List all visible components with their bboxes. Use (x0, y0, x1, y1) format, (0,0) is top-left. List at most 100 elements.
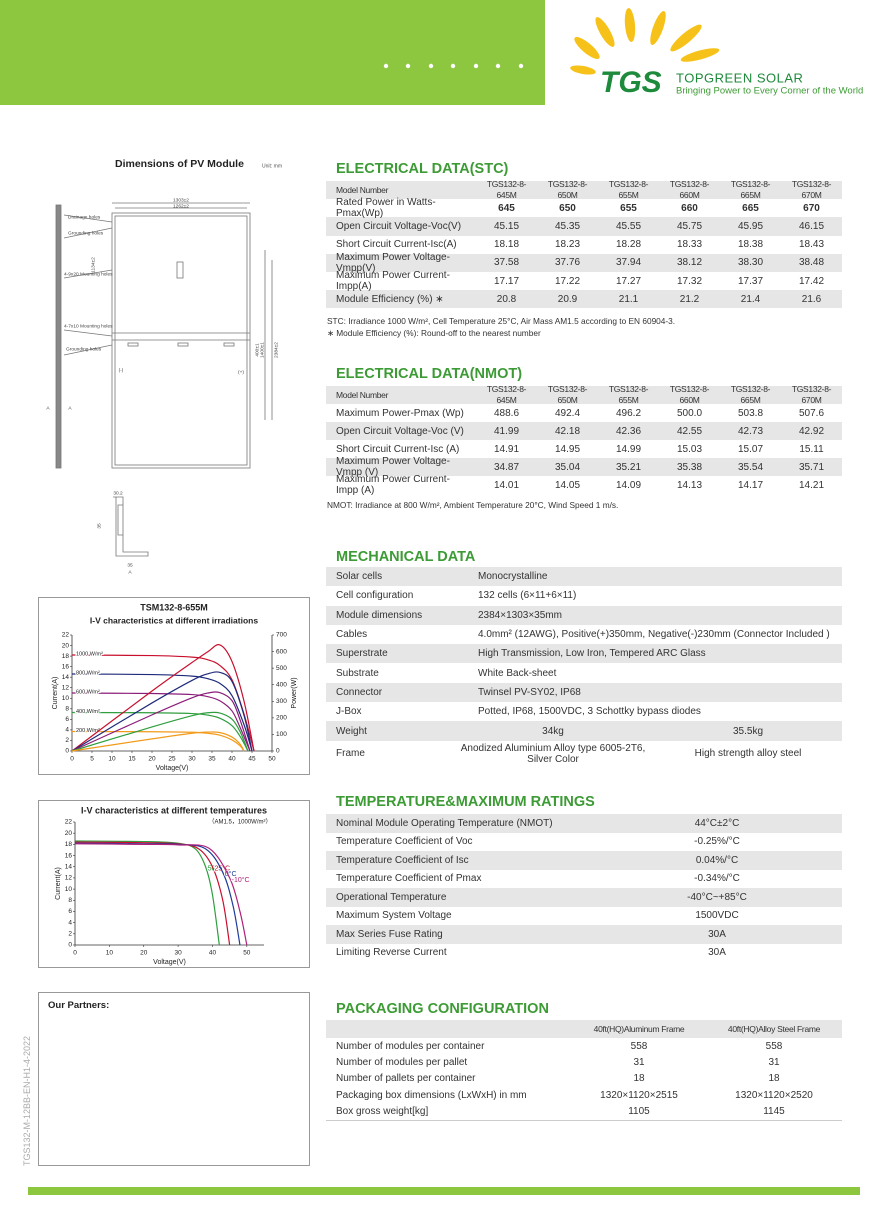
dim-label: 1134±2 (90, 257, 96, 273)
table-row: Module dimensions 2384×1303×35mm (326, 605, 842, 625)
table-cell: 35.54 (737, 461, 764, 473)
table-cell: 31 (768, 1057, 780, 1069)
table-cell: 14.17 (737, 479, 764, 491)
dim-label: 400±1 (254, 343, 260, 357)
table-cell: TGS132-8-650M (547, 179, 588, 201)
table-cell: Weight (336, 725, 367, 737)
table-cell: 37.76 (554, 257, 581, 269)
mechanical-table: Solar cells Monocrystalline Cell configura… (326, 567, 842, 767)
table-cell: Model Number (336, 389, 389, 400)
table-cell: Operational Temperature (336, 891, 447, 903)
table-row: Open Circuit Voltage-Voc (V) 41.99 42.18 42… (326, 422, 842, 440)
dim-label: A (46, 405, 50, 411)
table-cell: Maximum Power Current-Impp (A) (336, 474, 450, 496)
table-cell: 645 (498, 202, 515, 214)
table-cell: 34kg (542, 725, 564, 737)
table-cell: 1500VDC (695, 910, 739, 922)
section-title: ELECTRICAL DATA(NMOT) (336, 366, 523, 382)
dim-label: 35 (96, 523, 102, 529)
table-cell: TGS132-8-670M (791, 384, 832, 405)
packaging-table: 40ft(HQ)Aluminum Frame 40ft(HQ)Alloy Stee… (326, 1020, 842, 1121)
table-cell: TGS132-8-650M (547, 384, 588, 405)
table-cell: TGS132-8-670M (791, 179, 832, 201)
table-row: Number of pallets per container 18 18 (326, 1071, 842, 1087)
table-cell: 0.04%/°C (695, 854, 739, 866)
table-cell: Temperature Coefficient of Pmax (336, 873, 482, 885)
table-cell: 38.48 (798, 257, 825, 269)
dim-label: (+) (238, 369, 244, 375)
table-row: Temperature Coefficient of Voc -0.25%/°C (326, 833, 842, 852)
temperature-chart-box (38, 800, 310, 968)
table-row: Maximum Power Voltage-Vmpp(V) 37.58 37.76 3… (326, 252, 842, 274)
table-cell: Open Circuit Voltage-Voc(V) (336, 220, 462, 232)
note: ∗ Module Efficiency (%): Round-off to th… (327, 328, 541, 338)
table-cell: 17.37 (737, 275, 764, 287)
table-row: Temperature Coefficient of Pmax -0.34%/°C (326, 870, 842, 889)
irradiance-chart-box (38, 597, 310, 775)
table-cell: 14.05 (554, 479, 581, 491)
dim-label: 4-9x20 Mounting holes (64, 271, 113, 277)
table-cell: Box gross weight[kg] (336, 1106, 429, 1118)
table-cell: 496.2 (615, 407, 642, 419)
table-cell: 35.04 (554, 461, 581, 473)
table-cell: TGS132-8-665M (730, 179, 771, 201)
table-row: Maximum Power Voltage-Vmpp (V) 34.87 35.04… (326, 456, 842, 478)
table-cell: 17.17 (493, 275, 520, 287)
table-header: Model Number TGS132-8-645M TGS132-8-650M TG… (326, 384, 842, 405)
dim-label: A (68, 405, 72, 411)
table-row: Maximum System Voltage 1500VDC (326, 907, 842, 926)
table-cell: 18 (633, 1073, 645, 1085)
table-row: Box gross weight[kg] 1105 1145 (326, 1104, 842, 1120)
table-cell: Substrate (336, 667, 379, 679)
table-cell: 30A (708, 928, 726, 940)
table-row: Open Circuit Voltage-Voc(V) 45.15 45.35 45.… (326, 217, 842, 236)
table-cell: 42.36 (615, 425, 642, 437)
table-cell: Temperature Coefficient of Voc (336, 836, 473, 848)
table-cell: Solar cells (336, 571, 383, 583)
table-cell: -40°C~+85°C (687, 891, 747, 903)
table-cell: 14.01 (493, 479, 520, 491)
table-cell: 15.03 (676, 443, 703, 455)
table-cell: 655 (620, 202, 637, 214)
table-cell: TGS132-8-645M (486, 179, 527, 201)
table-cell: 17.22 (554, 275, 581, 287)
note: NMOT: Irradiance at 800 W/m², Ambient Te… (327, 500, 619, 510)
table-row: Weight 34kg 35.5kg (326, 721, 842, 741)
table-row: Module Efficiency (%) ∗ 20.8 20.9 21.1 21.2 2… (326, 290, 842, 309)
table-cell: 558 (630, 1040, 648, 1052)
table-cell: 500.0 (676, 407, 703, 419)
dim-unit: Unit: mm (262, 163, 282, 169)
table-cell: TGS132-8-645M (486, 384, 527, 405)
table-cell: 132 cells (6×11+6×11) (478, 590, 577, 602)
table-cell: 14.99 (615, 443, 642, 455)
table-cell: 18 (768, 1073, 780, 1085)
partners-title: Our Partners: (48, 1000, 110, 1011)
header-band (0, 0, 545, 105)
table-cell: 35.21 (615, 461, 642, 473)
table-cell: 18.28 (615, 239, 642, 251)
table-cell: Number of pallets per container (336, 1073, 476, 1085)
table-cell: Open Circuit Voltage-Voc (V) (336, 425, 464, 437)
table-cell: 37.94 (615, 257, 642, 269)
dim-label: Grounding holes (68, 230, 104, 236)
dim-label: 4-7x10 Mounting holes (64, 323, 113, 329)
module-drawing (55, 202, 273, 557)
table-cell: High Transmission, Low Iron, Tempered AR… (478, 648, 706, 660)
table-cell: 2384×1303×35mm (478, 609, 562, 621)
table-row: Short Circuit Current-Isc(A) 18.18 18.23 18… (326, 236, 842, 254)
table-cell: TGS132-8-665M (730, 384, 771, 405)
dim-label: A (128, 569, 132, 575)
table-cell: 21.2 (679, 293, 700, 305)
table-cell: Limiting Reverse Current (336, 947, 447, 959)
table-cell: Number of modules per pallet (336, 1057, 468, 1069)
table-row: Limiting Reverse Current 30A (326, 944, 842, 963)
table-cell: 18.43 (798, 239, 825, 251)
table-cell: 21.4 (740, 293, 761, 305)
table-cell: 1320×1120×2515 (600, 1089, 678, 1101)
table-cell: J-Box (336, 706, 362, 718)
table-cell: 14.09 (615, 479, 642, 491)
table-cell: 14.91 (493, 443, 520, 455)
table-cell: Temperature Coefficient of Isc (336, 854, 469, 866)
table-row: Solar cells Monocrystalline (326, 567, 842, 587)
